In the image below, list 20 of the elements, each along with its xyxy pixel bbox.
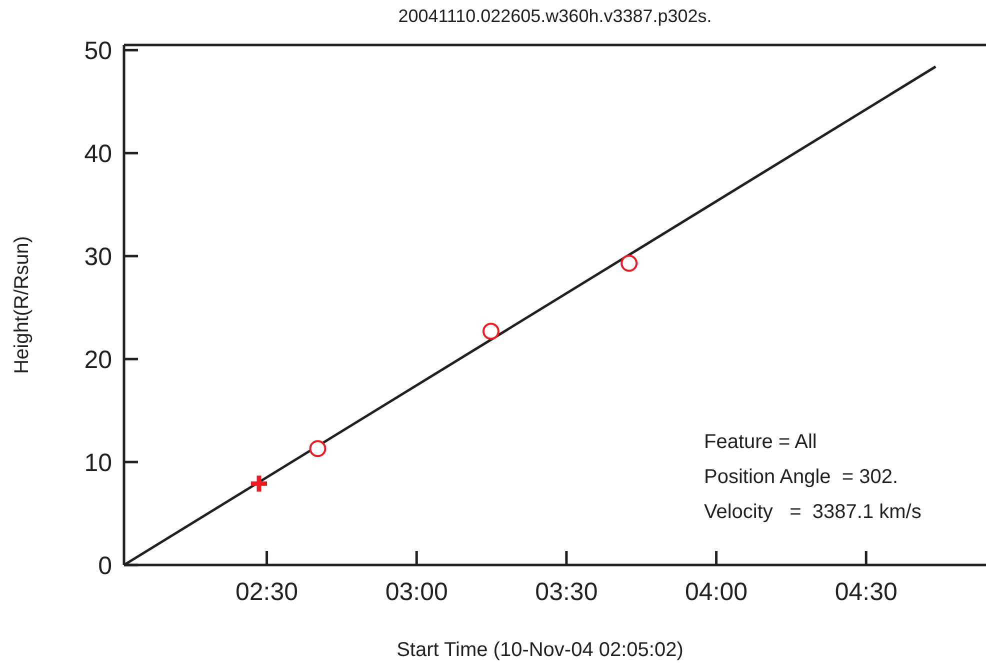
y-tick-label: 10 xyxy=(84,448,112,477)
annotation: Position Angle = 302. xyxy=(704,466,898,488)
point xyxy=(482,322,500,340)
x-tick-label: 02:30 xyxy=(236,578,298,606)
x-tick-label: 04:00 xyxy=(685,578,748,606)
annotation: Feature = All xyxy=(704,431,817,453)
y-tick-label: 30 xyxy=(84,242,112,271)
y-tick-label: 0 xyxy=(98,552,112,580)
y-axis-title: Height(R/Rsun) xyxy=(11,236,33,374)
y-tick-label: 40 xyxy=(84,140,112,168)
x-tick-label: 03:00 xyxy=(385,578,448,606)
x-tick-label: 04:30 xyxy=(834,578,898,606)
y-tick-label: 20 xyxy=(84,346,112,374)
point xyxy=(309,440,326,458)
y-tick-label: 50 xyxy=(84,36,112,65)
x-axis-title: Start Time (10-Nov-04 02:05:02) xyxy=(396,639,684,661)
annotation: Velocity = 3387.1 km/s xyxy=(704,501,922,523)
x-tick-label: 03:30 xyxy=(535,578,598,606)
chart-title: 20041110.022605.w360h.v3387.p302s. xyxy=(398,6,712,26)
point xyxy=(620,254,638,272)
